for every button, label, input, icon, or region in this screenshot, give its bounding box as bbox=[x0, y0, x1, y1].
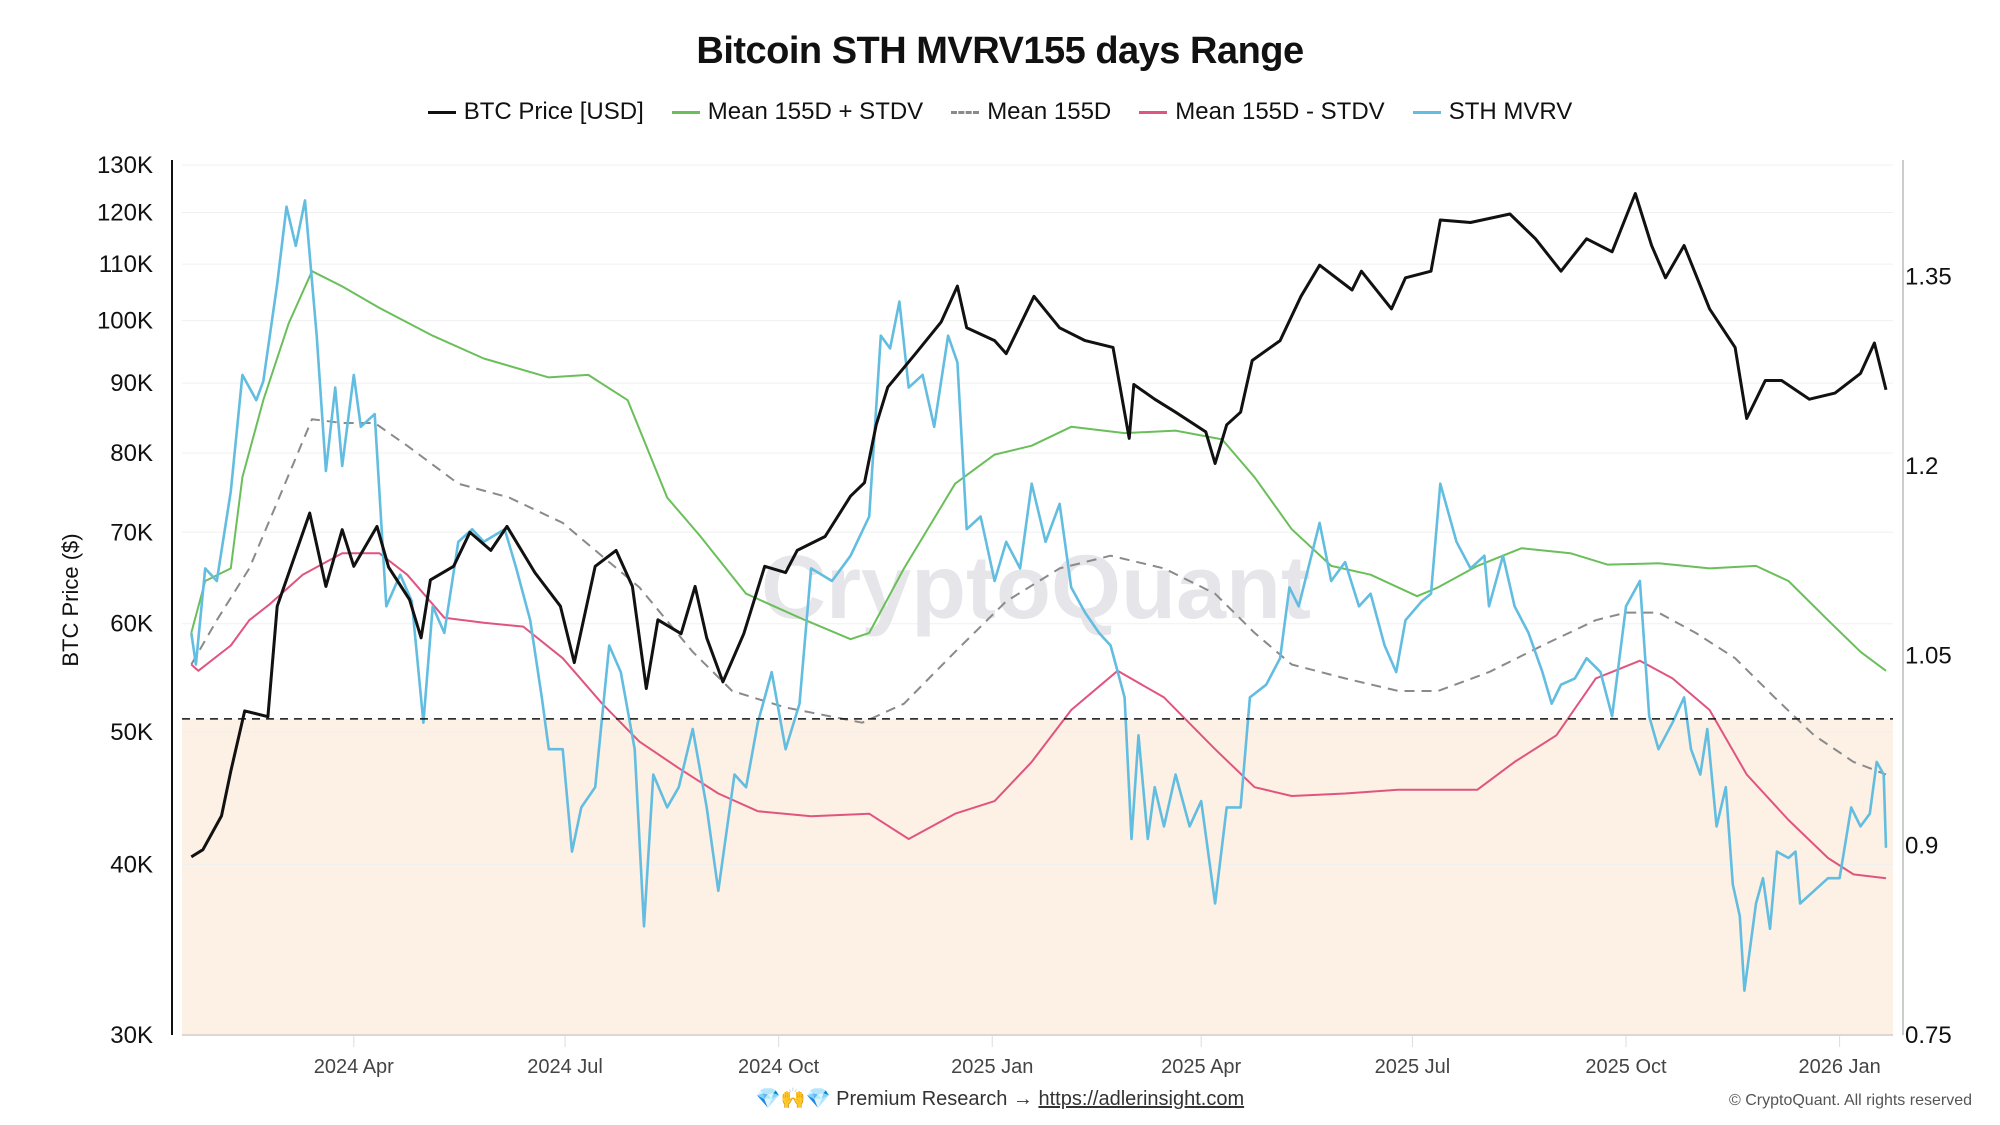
y-left-tick-label: 90K bbox=[110, 370, 153, 397]
series-layer bbox=[182, 192, 1893, 993]
legend-label: BTC Price [USD] bbox=[463, 98, 644, 125]
x-tick-label: 2024 Apr bbox=[314, 1056, 394, 1078]
x-tick-label: 2025 Jul bbox=[1375, 1056, 1451, 1078]
x-tick-label: 2025 Jan bbox=[951, 1056, 1033, 1078]
y-right-tick-label: 0.75 bbox=[1905, 1022, 1952, 1049]
y-right-tick-label: 0.9 bbox=[1905, 832, 1938, 859]
x-tick-label: 2024 Oct bbox=[738, 1056, 820, 1078]
copyright: © CryptoQuant. All rights reserved bbox=[1729, 1092, 1972, 1109]
legend-item-btc-price[interactable]: BTC Price [USD] bbox=[427, 98, 644, 126]
legend-item-lower[interactable]: Mean 155D - STDV bbox=[1139, 98, 1385, 126]
footer-text: Premium Research → bbox=[836, 1088, 1033, 1110]
undervalued-zone bbox=[182, 718, 1893, 1035]
y-right-tick-label: 1.2 bbox=[1905, 453, 1938, 480]
legend-label: Mean 155D + STDV bbox=[707, 98, 924, 125]
x-tick-label: 2026 Jan bbox=[1798, 1056, 1880, 1078]
y-axis-title: BTC Price ($) bbox=[58, 533, 83, 666]
legend-swatch-lower bbox=[1139, 110, 1168, 114]
legend-label: STH MVRV bbox=[1448, 98, 1573, 125]
chart-title: Bitcoin STH MVRV155 days Range bbox=[696, 30, 1304, 72]
legend-swatch-mean bbox=[951, 110, 980, 114]
series-line-mean bbox=[190, 418, 1887, 776]
legend-item-mvrv[interactable]: STH MVRV bbox=[1412, 98, 1573, 126]
legend-swatch-mvrv bbox=[1412, 110, 1441, 114]
y-left-tick-label: 50K bbox=[110, 719, 153, 746]
series-line-mvrv bbox=[190, 199, 1888, 993]
y-right-tick-label: 1.35 bbox=[1905, 263, 1952, 290]
y-left-tick-label: 60K bbox=[110, 611, 153, 638]
y-left-tick-label: 130K bbox=[97, 152, 153, 179]
legend-label: Mean 155D - STDV bbox=[1175, 98, 1385, 125]
legend-item-upper[interactable]: Mean 155D + STDV bbox=[671, 98, 924, 126]
legend: BTC Price [USD] Mean 155D + STDV Mean 15… bbox=[0, 98, 2000, 126]
x-tick-label: 2025 Apr bbox=[1161, 1056, 1241, 1078]
legend-label: Mean 155D bbox=[987, 98, 1112, 125]
y-left-tick-label: 80K bbox=[110, 440, 153, 467]
legend-swatch-upper bbox=[671, 110, 700, 114]
y-left-tick-label: 100K bbox=[97, 308, 153, 335]
y-left-tick-label: 30K bbox=[110, 1022, 153, 1049]
footer-emoji: 💎🙌💎 bbox=[755, 1088, 831, 1110]
watermark-logo: CryptoQuant bbox=[761, 538, 1311, 638]
y-left-tick-label: 70K bbox=[110, 519, 153, 546]
x-tick-label: 2024 Jul bbox=[527, 1056, 603, 1078]
footer-link[interactable]: https://adlerinsight.com bbox=[1038, 1088, 1245, 1110]
y-left-tick-label: 110K bbox=[99, 251, 153, 278]
series-line-price bbox=[190, 192, 1888, 859]
y-left-tick-label: 120K bbox=[97, 199, 153, 226]
series-line-upper bbox=[190, 270, 1887, 672]
x-tick-label: 2025 Oct bbox=[1585, 1056, 1667, 1078]
legend-item-mean[interactable]: Mean 155D bbox=[951, 98, 1111, 126]
y-left-tick-label: 40K bbox=[110, 851, 153, 878]
legend-swatch-price bbox=[427, 110, 456, 114]
y-right-tick-label: 1.05 bbox=[1905, 643, 1952, 670]
axes: 30K 40K 50K 60K 70K 80K 90K 100K 110K 120K 130K 0.7… bbox=[97, 152, 1952, 1078]
footer: 💎🙌💎 Premium Research → https://adlerinsi… bbox=[0, 1086, 2000, 1111]
